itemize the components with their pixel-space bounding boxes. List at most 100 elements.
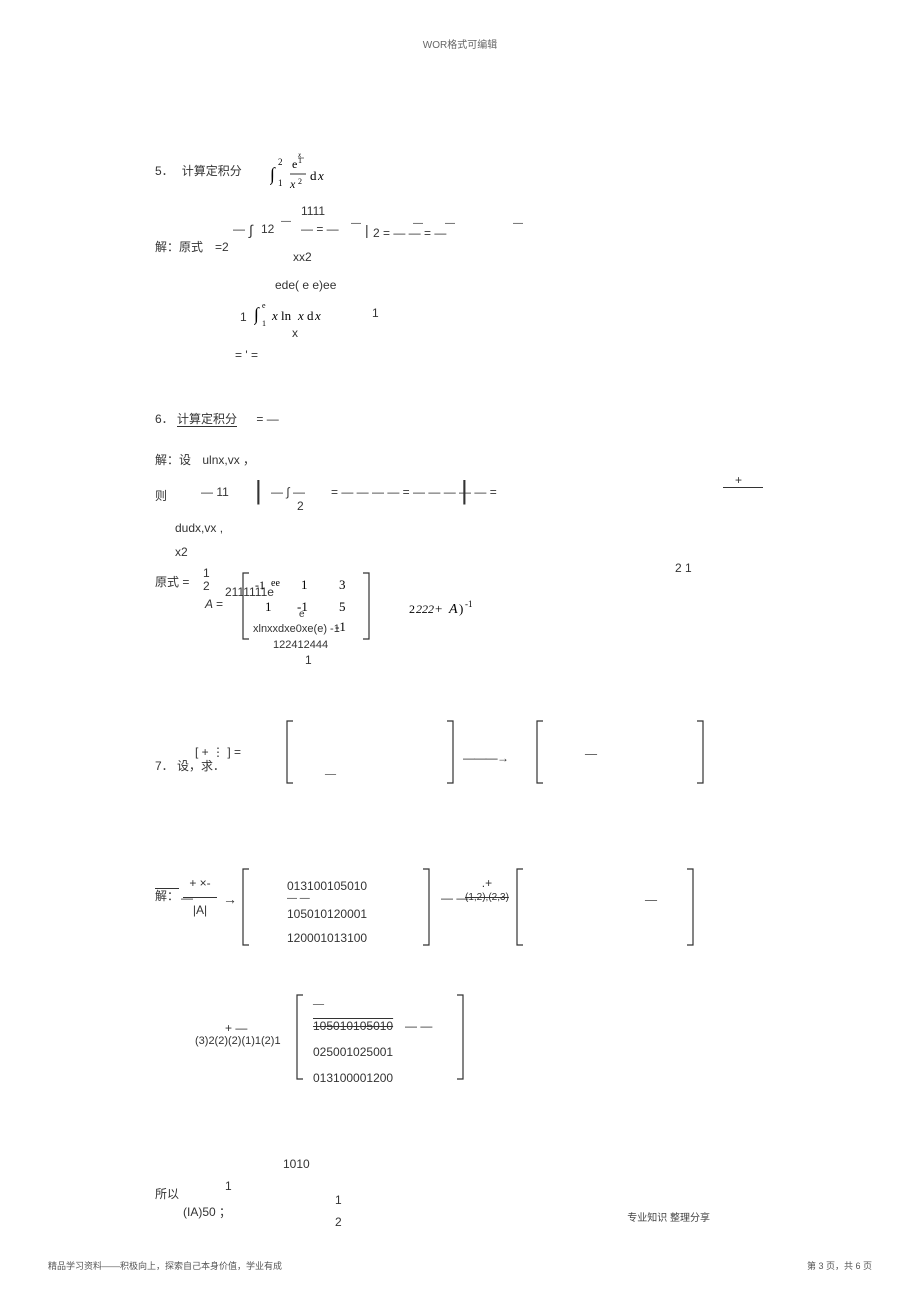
big-bracket-4: —: [515, 867, 695, 947]
svg-text:A: A: [448, 602, 458, 617]
svg-text:x: x: [289, 177, 296, 191]
nums3: 120001013100: [287, 929, 367, 947]
nums-1111: 1111: [301, 202, 325, 220]
final-label: 所以: [155, 1185, 179, 1203]
formula-label: 原式 =: [155, 573, 189, 591]
svg-text:2: 2: [409, 602, 415, 616]
p5-solution-line1: 解：原式 =2 1111 — ∫ 12 — — = — — | 2 = — — …: [155, 202, 775, 270]
svg-text:—: —: [312, 998, 325, 1010]
formula-top: 1: [203, 566, 210, 580]
problem-6-title: 6． 计算定积分 = —: [155, 410, 775, 429]
big-bracket-1: —: [285, 719, 455, 785]
eq-prefix: =2: [215, 238, 229, 256]
matrix-A-label: A =: [205, 595, 223, 613]
bar-chain: 2 = — — = —: [373, 224, 446, 242]
denom: |A|: [193, 903, 207, 917]
svg-text:5: 5: [339, 599, 346, 614]
formula-bottom: 2: [203, 579, 210, 593]
problem-title-text: 设，求．: [177, 759, 225, 773]
exp-2-1: 2 1: [675, 559, 692, 577]
step2-denom: 2: [297, 497, 304, 515]
block2-n2: 025001025001: [313, 1043, 393, 1061]
block2-n1: 105010105010: [313, 1017, 393, 1035]
svg-text:1: 1: [301, 577, 308, 592]
svg-text:2: 2: [298, 177, 302, 186]
svg-text:—: —: [584, 746, 598, 760]
p5-eq-line2: = ' =: [235, 346, 775, 364]
vars-xx2: xx2: [293, 248, 312, 266]
p5-mid-integral: 1 ∫ 1 e x ln x d x 1 x: [240, 300, 775, 336]
integral-formula-1: ∫ 1 2 e x 2 1 x d x: [270, 150, 332, 194]
arrow-1: — — — →: [463, 749, 507, 767]
problem-number: 5．: [155, 162, 174, 181]
e-under: e: [299, 607, 305, 622]
arrow: →: [223, 889, 237, 910]
final-expr: (IA)50 ；: [183, 1203, 231, 1221]
step2-chain: = — — — — = — — — — — =: [331, 483, 497, 501]
result-expr: 2 222 + A ) -1: [409, 597, 499, 621]
svg-text:x: x: [297, 308, 304, 323]
step1-vars: ulnx,vx ，: [202, 453, 255, 467]
footer-page-info: 第 3 页，共 6 页: [807, 1259, 872, 1272]
problem-number: 6．: [155, 412, 174, 426]
problem-5-title: 5． 计算定积分 ∫ 1 2 e x 2 1 x d x: [155, 150, 775, 194]
svg-text:d: d: [310, 168, 317, 183]
top-frac: + ×-: [189, 876, 210, 890]
svg-text:1: 1: [278, 178, 283, 188]
problem-title-text: 计算定积分: [177, 412, 237, 427]
final-one-b: 1: [335, 1191, 342, 1209]
svg-text:x: x: [271, 308, 278, 323]
step2-label: 则: [155, 487, 167, 505]
problem-7: [ + ⋮ ] = 7． 设，求． — — — — → —: [155, 715, 775, 785]
problem-number: 7．: [155, 759, 174, 773]
solution-block-2: + — (3)2(2)(2)(1)1(2)1 — 105010105010 — …: [195, 993, 775, 1093]
nums2: 105010120001: [287, 905, 367, 923]
one-left: 1: [240, 308, 247, 326]
big-bracket-2: —: [535, 719, 705, 785]
svg-text:ee: ee: [271, 578, 280, 589]
x-under: x: [292, 324, 298, 342]
document-page: WOR格式可编辑 5． 计算定积分 ∫ 1 2 e x 2 1 x d: [0, 0, 920, 1302]
solution-block-1: 解： + ×- |A| — → 013100105010 — — 1050101…: [155, 867, 775, 963]
svg-text:—: —: [324, 768, 337, 780]
solution-label: 解：原式: [155, 238, 203, 256]
mid-arrow-label: .+ (1,2),(2,3): [465, 877, 509, 903]
svg-text:∫: ∫: [270, 164, 276, 185]
svg-text:x: x: [314, 308, 321, 323]
block2-n3: 013100001200: [313, 1069, 393, 1087]
step1-label: 解：设: [155, 453, 191, 467]
svg-text:): ): [459, 601, 463, 616]
block2-sub: (3)2(2)(2)(1)1(2)1: [195, 1033, 281, 1050]
step2-pre: — 11: [201, 483, 229, 501]
p6-step2: 则 — 11 | — ∫ — 2 = — — — — = — — — — — =…: [155, 475, 775, 513]
format-header: WOR格式可编辑: [0, 36, 920, 51]
p6-step3-l1: dudx,vx ,: [175, 519, 775, 537]
one-right: 1: [372, 304, 379, 322]
svg-text:∫: ∫: [254, 304, 260, 325]
svg-text:x: x: [317, 168, 324, 183]
svg-text:-1: -1: [465, 599, 473, 609]
matrix-footer: 122412444: [273, 637, 328, 654]
svg-text:—: —: [644, 892, 658, 906]
final-nums: 1010: [283, 1155, 310, 1173]
problem-title-text: 计算定积分: [182, 162, 242, 181]
solution-label: 解：: [155, 887, 179, 905]
final-two: 2: [335, 1213, 342, 1231]
big-bracket-5: —: [295, 993, 465, 1081]
svg-text:+: +: [435, 601, 442, 616]
svg-text:2: 2: [278, 157, 283, 167]
dash-under: — —: [287, 891, 310, 906]
block2-dash: — —: [405, 1017, 432, 1035]
svg-text:1: 1: [262, 319, 266, 328]
main-content: 5． 计算定积分 ∫ 1 2 e x 2 1 x d x: [155, 150, 775, 1231]
p6-step1: 解：设 ulnx,vx ，: [155, 451, 775, 469]
svg-text:e: e: [292, 157, 297, 171]
svg-text:1: 1: [265, 599, 272, 614]
svg-text:e: e: [262, 301, 266, 310]
svg-text:d: d: [307, 308, 314, 323]
final-one-a: 1: [225, 1177, 232, 1195]
one-under: 1: [305, 651, 312, 669]
matrix-row3-text: xlnxxdxe0xe(e) -1: [253, 621, 340, 638]
footer-right-note: 专业知识 整理分享: [627, 1209, 710, 1224]
p6-tail: = —: [256, 412, 278, 426]
